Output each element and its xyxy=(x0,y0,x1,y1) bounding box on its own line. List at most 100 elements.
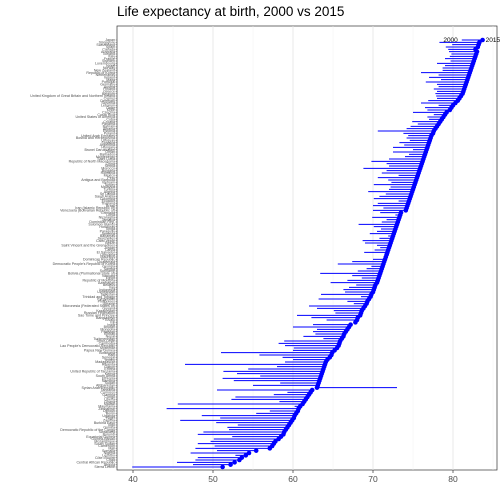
category-label: Mexico xyxy=(104,174,115,178)
category-label: Vietnam xyxy=(102,181,115,185)
category-label: Sierra Leone xyxy=(94,465,115,469)
category-label: Cambodia xyxy=(99,342,115,346)
category-label: Libya xyxy=(106,213,115,217)
category-label: Kazakhstan xyxy=(96,309,115,313)
category-label: Netherlands xyxy=(96,73,116,77)
category-label: Dominican Rep. xyxy=(89,220,115,224)
category-label: Nicaragua xyxy=(99,216,115,220)
category-label: Botswana xyxy=(99,351,115,355)
category-label: Fiji xyxy=(110,321,115,325)
category-label: Brunei Darussalam xyxy=(84,148,115,152)
category-label: Papua New Guinea xyxy=(84,349,115,353)
category-label: Uganda xyxy=(102,414,115,418)
category-label: Ethiopia xyxy=(102,377,115,381)
category-label: Niger xyxy=(106,416,115,420)
category-label: Congo xyxy=(104,395,115,399)
category-label: Uruguay xyxy=(101,139,115,143)
category-label: Republic of North Macedonia xyxy=(69,160,115,164)
category-label: Belgium xyxy=(102,92,115,96)
category-label: Equatorial Guinea xyxy=(86,435,115,439)
category-label: Senegal xyxy=(102,356,115,360)
category-label: Iran (Islamic Republic of) xyxy=(75,206,115,210)
category-label: Haiti xyxy=(108,353,115,357)
category-label: Micronesia (Federated States of) xyxy=(63,304,115,308)
category-label: Armenia xyxy=(102,232,115,236)
category-label: Republic of Moldova xyxy=(82,279,115,283)
category-label: Democratic People's Republic of Korea xyxy=(53,262,115,266)
category-label: France xyxy=(104,57,115,61)
category-label: Poland xyxy=(104,132,115,136)
category-label: Turkmenistan xyxy=(93,337,115,341)
category-label: Saint Vincent and the Grenadines xyxy=(61,244,115,248)
category-label: Thailand xyxy=(101,202,115,206)
category-label: Nigeria xyxy=(104,451,115,455)
category-label: Indonesia xyxy=(99,288,115,292)
point-2015 xyxy=(477,40,482,45)
category-label: Lao People's Democratic Republic xyxy=(60,344,115,348)
category-label: Italy xyxy=(108,55,115,59)
category-label: Kiribati xyxy=(104,332,115,336)
category-label: Bahamas xyxy=(100,234,115,238)
category-label: Lesotho xyxy=(102,454,115,458)
point-2015 xyxy=(243,453,249,458)
category-label: Angola xyxy=(104,463,115,467)
category-label: Iraq xyxy=(109,286,115,290)
category-label: Samoa xyxy=(104,267,115,271)
category-label: Republic of Korea xyxy=(86,71,115,75)
category-label: Bulgaria xyxy=(102,169,115,173)
category-label: Kyrgyzstan xyxy=(97,297,115,301)
category-label: Portugal xyxy=(102,80,116,84)
category-label: United Arab Emirates xyxy=(81,134,115,138)
category-label: Egypt xyxy=(106,276,115,280)
category-label: Lebanon xyxy=(101,104,115,108)
category-label: Chile xyxy=(107,108,115,112)
category-label: Romania xyxy=(101,171,115,175)
annotation-2000: 2000 xyxy=(443,37,458,44)
annotation-2015: 2015 xyxy=(486,37,501,44)
category-label: Venezuela (Bolivarian Republic of) xyxy=(60,209,115,213)
category-label: Sri Lanka xyxy=(100,192,115,196)
x-tick-label: 70 xyxy=(368,474,378,484)
category-label: Lithuania xyxy=(100,253,115,257)
category-label: Slovakia xyxy=(101,141,115,145)
category-label: Jordan xyxy=(104,246,115,250)
category-label: Pakistan xyxy=(101,330,115,334)
category-label: Malta xyxy=(106,78,115,82)
category-label: Ukraine xyxy=(103,302,115,306)
category-label: Vanuatu xyxy=(102,274,115,278)
category-label: Rwanda xyxy=(102,363,115,367)
category-label: Mauritania xyxy=(98,405,115,409)
category-label: Latvia xyxy=(105,248,115,252)
category-label: United States of America xyxy=(75,115,115,119)
category-label: Central African Republic xyxy=(76,461,115,465)
category-label: South Sudan xyxy=(94,442,115,446)
category-label: Madagascar xyxy=(95,360,116,364)
category-label: Zimbabwe xyxy=(98,407,115,411)
category-label: Saudi Arabia xyxy=(95,195,115,199)
category-label: Saint Lucia xyxy=(97,157,115,161)
category-label: Denmark xyxy=(100,99,115,103)
category-label: Costa Rica xyxy=(97,113,115,117)
point-2015 xyxy=(246,450,252,456)
category-label: Oman xyxy=(105,150,115,154)
category-label: Solomon Islands xyxy=(88,223,115,227)
panel-background xyxy=(116,25,498,471)
category-label: Qatar xyxy=(106,106,116,110)
category-label: Algeria xyxy=(104,190,115,194)
category-label: Jamaica xyxy=(102,218,115,222)
category-label: Norway xyxy=(103,66,115,70)
category-label: Afghanistan xyxy=(96,384,115,388)
category-label: China xyxy=(106,162,115,166)
category-label: Sweden xyxy=(102,59,115,63)
point-2015 xyxy=(228,462,233,467)
category-label: Japan xyxy=(105,38,115,42)
category-label: Cameroon xyxy=(98,444,115,448)
category-label: Malawi xyxy=(104,402,115,406)
category-label: Croatia xyxy=(103,120,115,124)
category-label: Iceland xyxy=(103,52,115,56)
category-label: Ireland xyxy=(104,76,115,80)
category-label: Timor-Leste xyxy=(96,339,115,343)
category-label: Cyprus xyxy=(104,97,116,101)
category-label: Ecuador xyxy=(102,199,116,203)
